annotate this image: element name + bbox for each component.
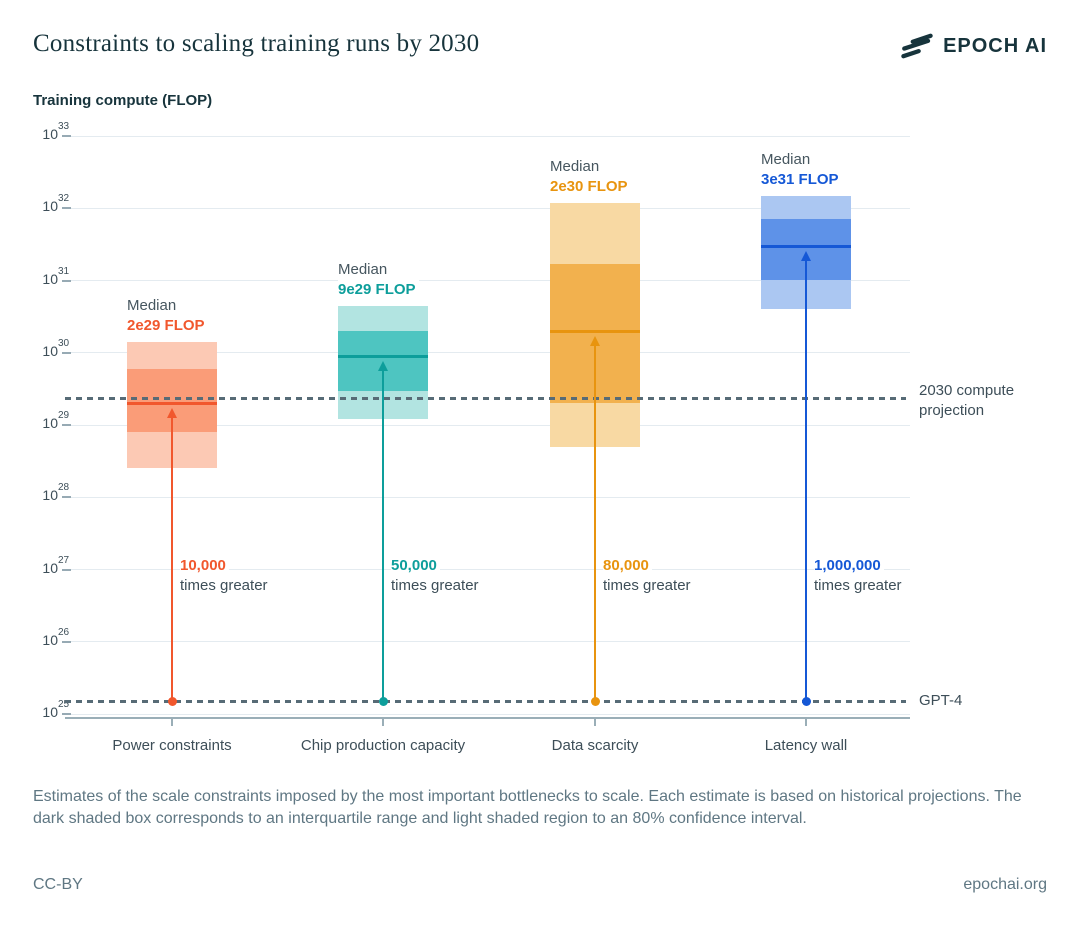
chart-caption: Estimates of the scale constraints impos… [33, 788, 1022, 827]
gridline-1e30 [65, 352, 910, 354]
gpt4-origin-dot-1 [378, 696, 388, 706]
gridline-1e26 [65, 641, 910, 643]
median-line-1 [338, 354, 428, 358]
y-tick-label-1e32: 10 32 [42, 193, 70, 215]
gridline-1e31 [65, 280, 910, 281]
site-link[interactable]: epochai.org [963, 876, 1047, 893]
median-arrow-head-1 [378, 361, 388, 372]
median-arrow-line-0 [171, 417, 173, 702]
y-tick-label-1e27: 10 27 [42, 554, 70, 576]
y-tick-mark-1e33 [62, 135, 71, 137]
y-tick-label-1e28: 10 28 [42, 482, 70, 504]
median-arrow-head-0 [167, 408, 177, 419]
gridline-1e32 [65, 207, 910, 209]
gpt4-origin-dot-3 [801, 696, 811, 706]
y-tick-label-1e30: 10 30 [42, 337, 70, 359]
y-tick-mark-1e29 [62, 424, 71, 426]
gridline-1e28 [65, 496, 910, 498]
y-tick-label-1e26: 10 26 [42, 626, 70, 648]
ref-line-gpt4 [65, 699, 906, 703]
category-label-2: Data scarcity [551, 737, 639, 754]
y-tick-mark-1e27 [62, 568, 71, 571]
y-tick-label-1e25: 10 25 [42, 699, 70, 720]
y-tick-mark-1e28 [62, 496, 71, 499]
median-arrow-head-2 [590, 336, 600, 346]
y-tick-mark-1e25 [62, 713, 71, 715]
x-tick-3 [805, 718, 807, 726]
median-arrow-line-3 [805, 260, 807, 702]
epoch-logo-icon [901, 33, 933, 59]
gpt4-origin-dot-2 [590, 696, 600, 706]
y-tick-mark-1e30 [62, 351, 71, 354]
gridline-1e29 [65, 424, 910, 426]
page-title: Constraints to scaling training runs by … [33, 30, 480, 57]
y-tick-label-1e31: 10 31 [42, 265, 70, 287]
y-tick-mark-1e31 [62, 279, 71, 282]
x-tick-1 [382, 718, 384, 726]
footer-row: CC-BY epochai.org [33, 876, 1047, 894]
gridline-1e25 [65, 713, 910, 715]
x-axis-line [65, 717, 910, 719]
y-axis-title: Training compute (FLOP) [33, 92, 213, 109]
ref-line-projection-2030 [65, 397, 906, 401]
gpt4-origin-dot-0 [167, 696, 177, 706]
epoch-ai-wordmark: EPOCH AI [943, 34, 1047, 57]
gridline-1e33 [65, 135, 910, 137]
median-arrow-head-3 [801, 251, 811, 262]
median-line-3 [761, 244, 851, 248]
category-label-3: Latency wall [764, 737, 848, 754]
license-cc-by: CC-BY [33, 876, 83, 893]
median-line-2 [550, 329, 640, 333]
median-line-0 [127, 401, 217, 405]
x-tick-2 [594, 718, 596, 726]
median-arrow-line-1 [382, 370, 384, 702]
gridline-1e27 [65, 569, 910, 570]
category-label-0: Power constraints [112, 737, 232, 754]
x-tick-0 [171, 718, 173, 726]
epoch-ai-logo: EPOCH AI [900, 31, 1047, 61]
ref-label-gpt4: GPT-4 [919, 692, 963, 710]
y-tick-label-1e29: 10 29 [42, 410, 70, 431]
category-label-1: Chip production capacity [300, 737, 466, 754]
y-tick-label-1e33: 10 33 [42, 121, 70, 142]
median-arrow-line-2 [594, 345, 596, 702]
y-tick-mark-1e32 [62, 207, 71, 210]
ref-label-projection-2030: 2030 compute projection [919, 381, 1015, 419]
y-tick-mark-1e26 [62, 640, 71, 643]
